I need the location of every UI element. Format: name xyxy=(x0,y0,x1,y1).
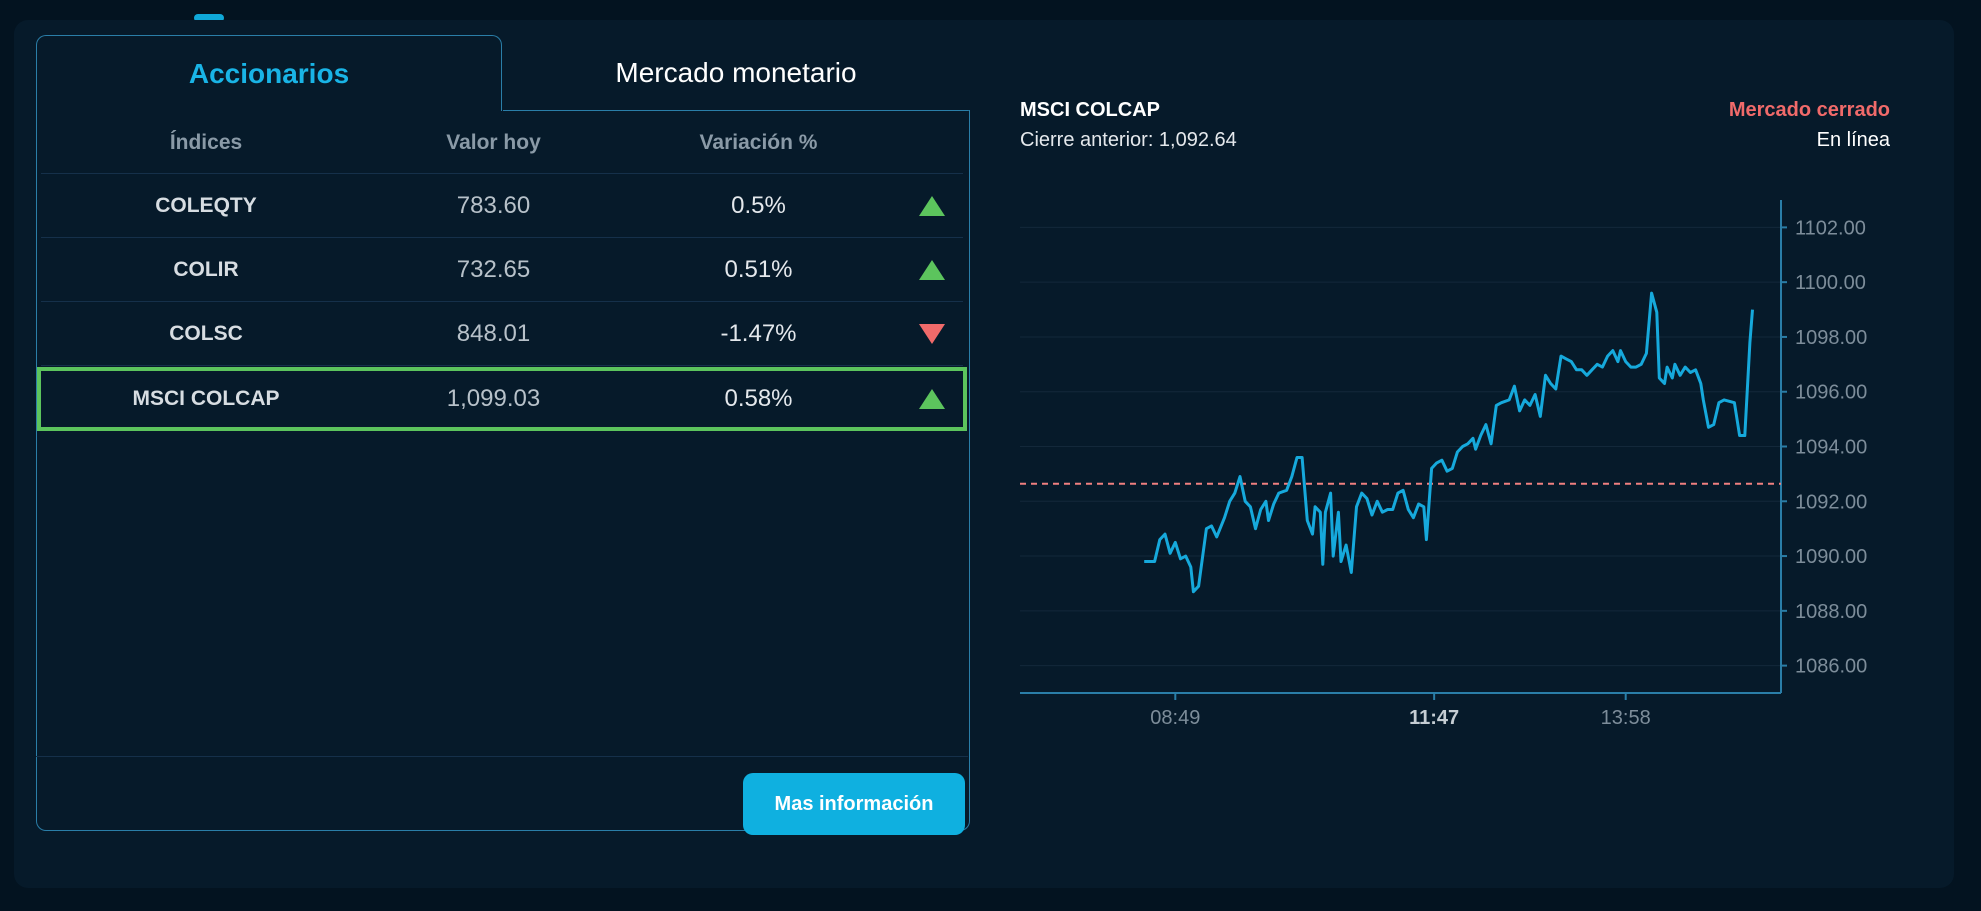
panel-frame-top xyxy=(503,110,969,111)
y-tick-label: 1102.00 xyxy=(1795,217,1866,239)
y-tick-label: 1088.00 xyxy=(1795,601,1867,623)
top-nav-indicator xyxy=(194,14,224,22)
index-name: COLIR xyxy=(173,257,239,281)
header-variacion: Variación % xyxy=(699,131,818,154)
table-row-selected[interactable]: MSCI COLCAP 1,099.03 0.58% xyxy=(37,367,967,431)
index-change: -1.47% xyxy=(720,319,797,347)
index-name: MSCI COLCAP xyxy=(132,387,280,410)
arrow-up-icon xyxy=(919,389,945,409)
table-header: Índices Valor hoy Variación % xyxy=(41,113,963,174)
y-tick-label: 1090.00 xyxy=(1795,546,1867,568)
chart-title: MSCI COLCAP xyxy=(1020,99,1160,121)
index-change: 0.5% xyxy=(731,191,786,219)
arrow-down-icon xyxy=(919,323,945,344)
y-tick-label: 1098.00 xyxy=(1795,327,1867,349)
table-row[interactable]: COLSC 848.01 -1.47% xyxy=(41,302,963,366)
header-valor-hoy: Valor hoy xyxy=(446,131,541,154)
index-change: 0.58% xyxy=(724,385,793,412)
x-tick-label: 11:47 xyxy=(1409,707,1459,729)
connection-status: En línea xyxy=(1816,129,1890,151)
index-value: 732.65 xyxy=(456,255,531,283)
y-tick-label: 1096.00 xyxy=(1795,382,1867,404)
y-tick-label: 1094.00 xyxy=(1795,437,1867,459)
index-name: COLEQTY xyxy=(155,193,257,217)
index-value: 1,099.03 xyxy=(446,385,541,412)
tab-mercado-monetario[interactable]: Mercado monetario xyxy=(615,57,857,88)
y-tick-label: 1086.00 xyxy=(1795,656,1867,678)
x-tick-label: 08:49 xyxy=(1150,707,1200,729)
arrow-up-icon xyxy=(919,259,945,280)
indices-table: Índices Valor hoy Variación % COLEQTY 78… xyxy=(37,113,967,431)
table-row[interactable]: COLIR 732.65 0.51% xyxy=(41,238,963,302)
footer-divider xyxy=(36,756,968,757)
index-value: 848.01 xyxy=(456,319,531,347)
index-change: 0.51% xyxy=(724,255,793,283)
tab-accionarios[interactable]: Accionarios xyxy=(36,35,502,111)
indices-panel: Accionarios Mercado monetario Índices Va… xyxy=(36,35,970,835)
y-tick-label: 1100.00 xyxy=(1795,272,1866,294)
y-tick-label: 1092.00 xyxy=(1795,491,1867,513)
header-indices: Índices xyxy=(169,131,243,154)
index-value: 783.60 xyxy=(456,191,531,219)
more-info-button[interactable]: Mas información xyxy=(743,773,965,835)
panel-frame xyxy=(36,110,970,831)
table-row[interactable]: COLEQTY 783.60 0.5% xyxy=(41,174,963,238)
price-series-line xyxy=(1144,291,1754,594)
x-tick-label: 13:58 xyxy=(1601,707,1651,729)
market-status: Mercado cerrado xyxy=(1728,99,1890,121)
previous-close: Cierre anterior: 1,092.64 xyxy=(1020,129,1237,151)
index-name: COLSC xyxy=(169,321,243,345)
market-card xyxy=(14,20,1954,888)
price-chart[interactable]: 1086.00 1088.00 1090.00 1092.00 1094.00 1096.… xyxy=(1015,195,1915,735)
arrow-up-icon xyxy=(919,195,945,216)
